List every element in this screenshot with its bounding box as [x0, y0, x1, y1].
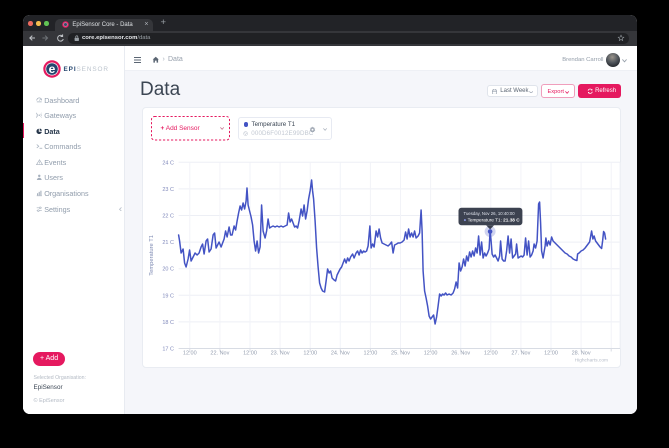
svg-text:28. Nov: 28. Nov	[572, 350, 591, 356]
svg-text:21 C: 21 C	[162, 240, 174, 246]
svg-text:17 C: 17 C	[162, 346, 174, 352]
svg-text:Temperature T1: Temperature T1	[149, 235, 155, 276]
svg-text:26. Nov: 26. Nov	[451, 350, 470, 356]
svg-text:12:00: 12:00	[183, 350, 197, 356]
svg-text:12:00: 12:00	[544, 350, 558, 356]
svg-text:Highcharts.com: Highcharts.com	[575, 357, 608, 363]
svg-text:12:00: 12:00	[243, 350, 257, 356]
svg-text:12:00: 12:00	[363, 350, 377, 356]
svg-text:12:00: 12:00	[424, 350, 438, 356]
svg-text:22. Nov: 22. Nov	[210, 350, 229, 356]
svg-text:22 C: 22 C	[162, 213, 174, 219]
svg-text:23. Nov: 23. Nov	[271, 350, 290, 356]
svg-text:24. Nov: 24. Nov	[331, 350, 350, 356]
svg-text:25. Nov: 25. Nov	[391, 350, 410, 356]
svg-text:24 C: 24 C	[162, 160, 174, 166]
svg-text:23 C: 23 C	[162, 187, 174, 193]
svg-text:e: e	[48, 62, 55, 76]
svg-text:● Temperature T1: 21.38 C: ● Temperature T1: 21.38 C	[463, 218, 520, 223]
svg-text:Tuesday, Nov 26, 10:40:00: Tuesday, Nov 26, 10:40:00	[463, 211, 515, 216]
svg-text:12:00: 12:00	[303, 350, 317, 356]
svg-text:12:00: 12:00	[484, 350, 498, 356]
svg-text:27. Nov: 27. Nov	[511, 350, 530, 356]
svg-text:19 C: 19 C	[162, 293, 174, 299]
svg-text:18 C: 18 C	[162, 320, 174, 326]
svg-text:20 C: 20 C	[162, 267, 174, 273]
